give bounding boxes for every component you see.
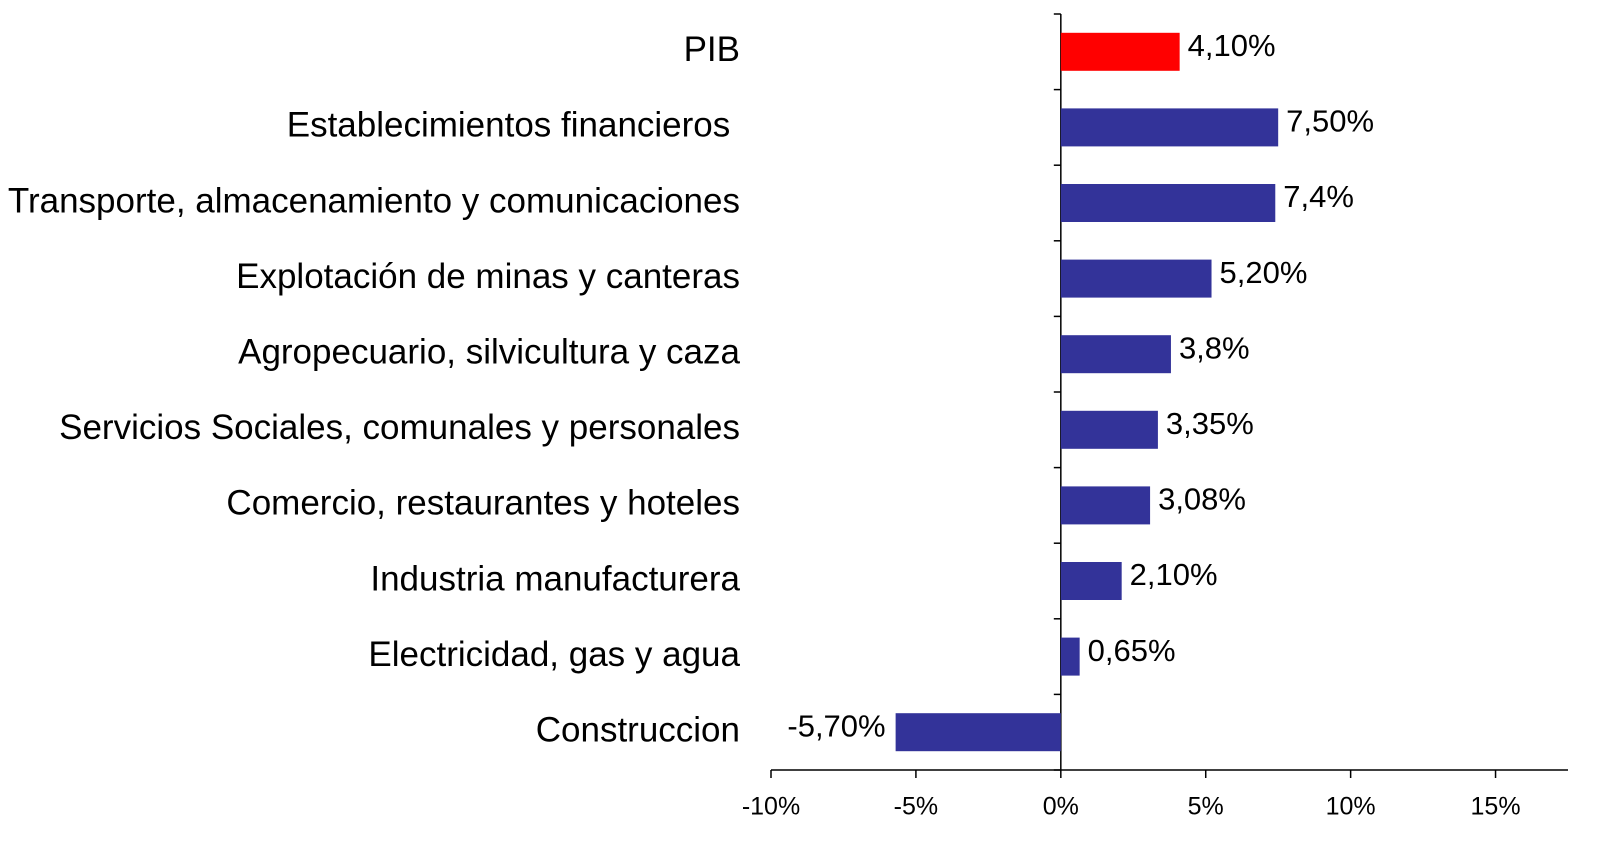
category-label: PIB: [684, 30, 740, 69]
value-label: 0,65%: [1088, 633, 1176, 668]
category-label: Industria manufacturera: [370, 559, 740, 598]
category-label: Explotación de minas y canteras: [236, 257, 740, 296]
value-label: 4,10%: [1188, 28, 1276, 63]
bar: [1060, 184, 1276, 222]
bar: [1060, 410, 1158, 449]
value-label: 2,10%: [1130, 557, 1218, 592]
x-tick-label: -5%: [894, 793, 938, 821]
value-label: 3,8%: [1179, 330, 1250, 365]
value-label: 3,35%: [1166, 406, 1254, 441]
bar: [1060, 32, 1180, 71]
bar: [1060, 562, 1122, 600]
category-label: Electricidad, gas y agua: [368, 635, 740, 674]
bar: [1060, 259, 1212, 298]
value-label: 7,50%: [1286, 104, 1374, 139]
category-label: Construccion: [536, 710, 740, 749]
x-tick-label: 15%: [1471, 793, 1521, 821]
value-label: 5,20%: [1220, 255, 1308, 290]
value-label: -5,70%: [787, 708, 885, 743]
x-tick-label: 5%: [1188, 793, 1224, 821]
bar: [1060, 637, 1080, 676]
value-label: 3,08%: [1158, 482, 1246, 517]
bar: [895, 713, 1061, 752]
bar: [1060, 108, 1279, 147]
category-label: Comercio, restaurantes y hoteles: [226, 484, 740, 523]
category-label: Transporte, almacenamiento y comunicacio…: [8, 181, 740, 220]
x-tick-label: 10%: [1326, 793, 1376, 821]
bar: [1060, 335, 1171, 374]
x-tick-label: 0%: [1043, 793, 1079, 821]
category-label: Servicios Sociales, comunales y personal…: [59, 408, 740, 447]
category-label: Establecimientos financieros: [287, 106, 740, 145]
value-label: 7,4%: [1283, 179, 1354, 214]
x-tick-label: -10%: [742, 793, 800, 821]
bar: [1060, 486, 1151, 525]
category-label: Agropecuario, silvicultura y caza: [238, 332, 740, 371]
